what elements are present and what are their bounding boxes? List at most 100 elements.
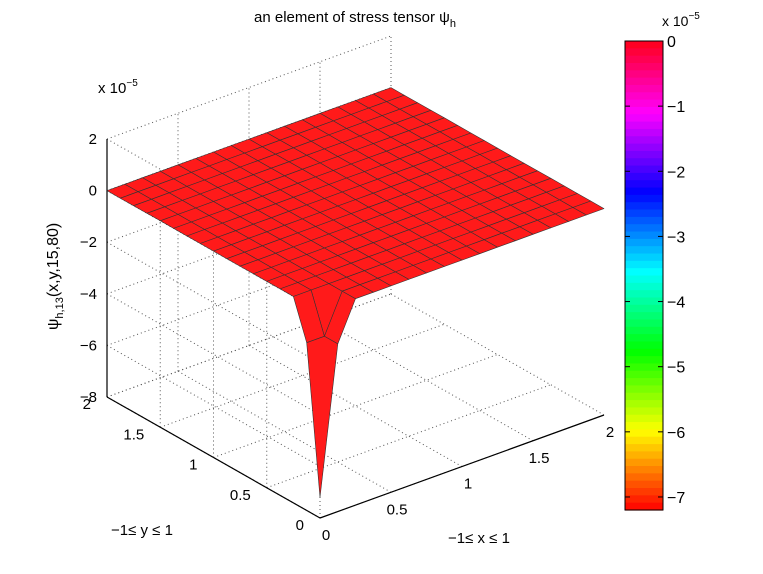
colorbar-band — [625, 422, 663, 430]
colorbar: 0 −1 −2 −3 −4 −5 −6 −7 — [624, 34, 685, 511]
colorbar-exponent: x 10−5 — [662, 11, 700, 29]
colorbar-band — [625, 238, 663, 247]
colorbar-band — [625, 297, 663, 306]
x-tick-label: 1.5 — [529, 450, 550, 467]
colorbar-band — [625, 363, 663, 372]
colorbar-band — [625, 128, 663, 137]
grid-line-y — [213, 354, 498, 458]
colorbar-band — [625, 451, 663, 460]
colorbar-band — [625, 165, 663, 174]
colorbar-band — [625, 253, 663, 262]
colorbar-band — [625, 356, 663, 365]
colorbar-band — [625, 304, 663, 313]
colorbar-band — [625, 106, 663, 115]
z-axis-label: ψh,13(x,y,15,80) — [45, 223, 66, 330]
colorbar-band — [625, 92, 663, 101]
grid-line-y — [266, 384, 551, 489]
colorbar-band — [625, 84, 663, 93]
colorbar-band — [625, 502, 663, 511]
colorbar-band — [625, 312, 663, 321]
grid-line-x — [390, 293, 605, 416]
colorbar-band — [625, 348, 663, 357]
colorbar-band — [625, 436, 663, 445]
y-axis-line — [106, 396, 321, 519]
colorbar-band — [625, 48, 663, 57]
colorbar-band — [625, 282, 663, 291]
axis-ticks: −8 −6 −4 −2 0 2 0 0.5 1 1.5 2 0 0.5 1 1.5 2 — [80, 131, 614, 544]
grid-line-x — [177, 370, 392, 493]
colorbar-band — [625, 194, 663, 203]
x-tick-label: 0.5 — [387, 501, 408, 518]
colorbar-band — [625, 385, 663, 394]
colorbar-band — [625, 378, 663, 387]
x-tick-label: 2 — [606, 424, 614, 441]
colorbar-band — [625, 143, 663, 152]
colorbar-frame — [624, 40, 664, 511]
grid-line-y — [160, 323, 445, 428]
colorbar-band — [625, 150, 663, 159]
y-tick-label: 2 — [83, 396, 91, 413]
colorbar-band — [625, 246, 663, 255]
z-tick-label: 0 — [89, 183, 97, 200]
y-tick-label: 0.5 — [230, 487, 251, 504]
colorbar-band — [625, 70, 663, 79]
colorbar-band — [625, 187, 663, 196]
y-axis-label: −1≤ y ≤ 1 — [111, 522, 173, 539]
colorbar-band — [625, 429, 663, 438]
grid-line-z — [106, 344, 321, 467]
colorbar-band — [625, 209, 663, 218]
chart-title: an element of stress tensor ψh — [254, 9, 456, 30]
colorbar-band — [625, 41, 663, 49]
colorbar-band — [625, 216, 663, 225]
colorbar-band — [625, 268, 663, 277]
z-tick-label: 2 — [89, 131, 97, 148]
colorbar-band — [625, 275, 663, 284]
colorbar-band — [625, 114, 663, 123]
colorbar-tick-label: −2 — [667, 164, 685, 181]
y-tick-label: 1 — [189, 457, 197, 474]
z-exponent: x 10−5 — [98, 78, 138, 97]
colorbar-band — [625, 444, 663, 452]
colorbar-band — [625, 458, 663, 467]
colorbar-band — [625, 172, 663, 181]
x-tick-label: 0 — [322, 527, 330, 544]
colorbar-band — [625, 414, 663, 423]
colorbar-band — [625, 136, 663, 145]
colorbar-band — [625, 55, 663, 64]
grid-line-z — [106, 293, 321, 416]
colorbar-band — [625, 290, 663, 299]
z-tick-label: −6 — [80, 337, 97, 354]
colorbar-band — [625, 488, 663, 496]
x-axis-line — [319, 414, 605, 519]
colorbar-band — [625, 202, 663, 211]
colorbar-band — [625, 392, 663, 401]
colorbar-band — [625, 341, 663, 350]
colorbar-band — [625, 400, 663, 409]
colorbar-tick-label: −3 — [667, 229, 685, 246]
colorbar-band — [625, 158, 663, 167]
colorbar-tick-label: −7 — [667, 490, 685, 507]
colorbar-tick-label: 0 — [667, 34, 676, 51]
colorbar-band — [625, 334, 663, 343]
colorbar-band — [625, 224, 663, 233]
x-axis-label: −1≤ x ≤ 1 — [448, 530, 510, 547]
colorbar-tick-label: −6 — [667, 425, 685, 442]
z-tick-label: −2 — [80, 234, 97, 251]
grid-line-z — [106, 241, 321, 364]
grid-line-x — [319, 319, 534, 442]
colorbar-band — [625, 319, 663, 328]
surface-patch — [306, 335, 339, 498]
colorbar-band — [625, 77, 663, 86]
colorbar-band — [625, 62, 663, 71]
z-tick-label: −4 — [80, 286, 97, 303]
colorbar-band — [625, 326, 663, 335]
colorbar-band — [625, 407, 663, 416]
colorbar-band — [625, 480, 663, 489]
colorbar-tick-label: −4 — [667, 295, 685, 312]
colorbar-band — [625, 495, 663, 504]
z-tick-label: −8 — [80, 389, 97, 406]
y-tick-label: 0 — [296, 517, 304, 534]
x-tick-label: 1 — [464, 476, 472, 493]
colorbar-band — [625, 231, 663, 240]
